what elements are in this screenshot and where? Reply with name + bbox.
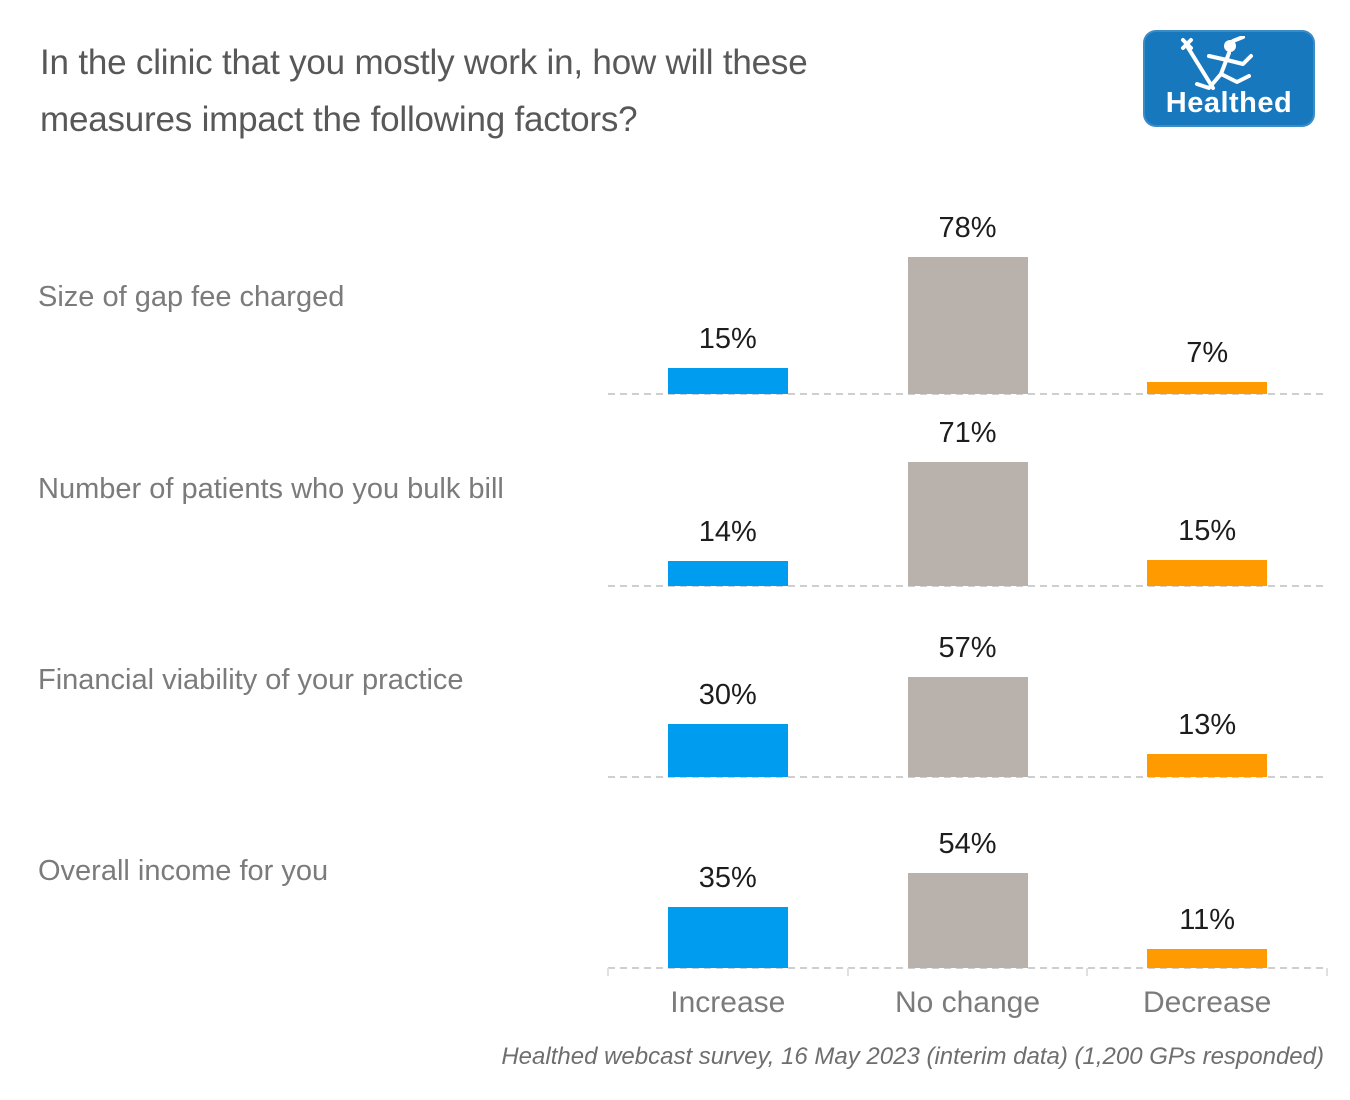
chart-title-line1: In the clinic that you mostly work in, h… [40,43,808,82]
bar-increase-number-of-patients-who-you-bulk-bill[interactable] [667,561,788,586]
axis-label-no-change: No change [894,986,1041,1019]
bar-no-change-size-of-gap-fee-charged[interactable] [907,257,1028,394]
source-caption: Healthed webcast survey, 16 May 2023 (in… [501,1043,1324,1070]
value-label-no-change-number-of-patients-who-you-bulk-bill: 71% [938,417,997,449]
value-label-increase-size-of-gap-fee-charged: 15% [698,323,757,355]
axis-tick [1086,968,1088,976]
bar-no-change-financial-viability-of-your-practice[interactable] [907,677,1028,777]
chart-title-line2: measures impact the following factors? [40,100,638,139]
axis-tick [607,968,609,976]
bar-decrease-number-of-patients-who-you-bulk-bill[interactable] [1147,560,1268,586]
axis-label-decrease: Decrease [1142,986,1272,1019]
row-baseline [608,967,1327,969]
value-label-decrease-number-of-patients-who-you-bulk-bill: 15% [1178,515,1237,547]
value-label-increase-financial-viability-of-your-practice: 30% [698,679,757,711]
axis-label-increase: Increase [670,986,786,1019]
value-label-increase-number-of-patients-who-you-bulk-bill: 14% [698,516,757,548]
bar-decrease-financial-viability-of-your-practice[interactable] [1147,754,1268,777]
value-label-decrease-financial-viability-of-your-practice: 13% [1178,709,1237,741]
row-baseline [608,393,1327,395]
value-label-no-change-size-of-gap-fee-charged: 78% [938,212,997,244]
category-label-financial-viability-of-your-practice: Financial viability of your practice [38,664,464,696]
axis-tick [847,968,849,976]
value-label-increase-overall-income-for-you: 35% [698,862,757,894]
chart-title: In the clinic that you mostly work in, h… [40,34,1100,148]
row-baseline [608,585,1327,587]
value-label-no-change-overall-income-for-you: 54% [938,828,997,860]
row-baseline [608,776,1327,778]
value-label-decrease-size-of-gap-fee-charged: 7% [1186,337,1229,369]
value-label-decrease-overall-income-for-you: 11% [1179,904,1236,936]
value-label-no-change-financial-viability-of-your-practice: 57% [938,632,997,664]
bar-no-change-number-of-patients-who-you-bulk-bill[interactable] [907,462,1028,586]
category-label-overall-income-for-you: Overall income for you [38,855,329,887]
category-label-number-of-patients-who-you-bulk-bill: Number of patients who you bulk bill [38,473,504,505]
bar-increase-overall-income-for-you[interactable] [667,907,788,968]
bar-increase-financial-viability-of-your-practice[interactable] [667,724,788,777]
bar-decrease-overall-income-for-you[interactable] [1147,949,1268,968]
category-label-size-of-gap-fee-charged: Size of gap fee charged [38,281,345,313]
axis-tick [1326,968,1328,976]
healthed-logo: Healthed [1143,30,1315,127]
bar-no-change-overall-income-for-you[interactable] [907,873,1028,968]
bar-decrease-size-of-gap-fee-charged[interactable] [1147,382,1268,394]
logo-wordmark: Healthed [1165,87,1293,119]
hermes-caduceus-icon [1181,36,1253,90]
bar-increase-size-of-gap-fee-charged[interactable] [667,368,788,394]
